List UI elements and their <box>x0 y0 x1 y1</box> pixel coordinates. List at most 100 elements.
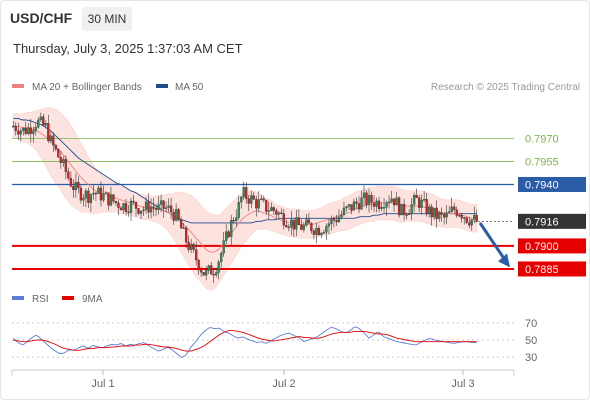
candle-body <box>470 219 473 226</box>
candle-body <box>162 200 165 209</box>
candle-body <box>285 225 288 228</box>
candle-body <box>302 225 306 230</box>
candle-body <box>112 194 115 202</box>
candle-body <box>342 207 346 215</box>
bollinger-band <box>12 107 478 291</box>
candle-body <box>453 206 456 210</box>
candle-body <box>420 199 423 208</box>
rsi-tick-label-70: 70 <box>525 318 537 330</box>
candle-body <box>197 259 200 271</box>
candle-body <box>179 219 183 229</box>
datetime-label: Thursday, July 3, 2025 1:37:03 AM CET <box>13 41 243 56</box>
candle-body <box>352 201 356 211</box>
level-label-0.7900: 0.7900 <box>525 241 559 253</box>
candle-body <box>425 199 428 215</box>
candle-body <box>57 149 60 158</box>
candle-body <box>335 220 338 223</box>
candle-body <box>332 218 336 221</box>
rsi-legend-swatch <box>12 296 24 300</box>
candle-body <box>132 200 135 203</box>
ma20-legend-label: MA 20 + Bollinger Bands <box>32 82 142 93</box>
candle-body <box>380 207 383 209</box>
candle-body <box>287 226 290 229</box>
candle-body <box>322 232 326 234</box>
candle-body <box>350 204 353 211</box>
candle-body <box>225 231 228 241</box>
candle-body <box>192 244 195 250</box>
candle-body <box>443 214 446 218</box>
candle-body <box>210 265 213 275</box>
candle-body <box>64 159 68 172</box>
forecast-arrow-shaft <box>478 222 508 263</box>
candle-body <box>402 203 406 215</box>
candle-body <box>290 219 293 228</box>
candle-body <box>154 207 158 210</box>
candle-body <box>232 220 235 222</box>
candle-body <box>222 240 225 254</box>
candle-body <box>375 200 378 207</box>
symbol-label: USD/CHF <box>10 10 73 26</box>
candle-body <box>292 219 296 230</box>
rsi-tick-label-30: 30 <box>525 352 537 364</box>
candle-body <box>260 198 263 200</box>
candle-body <box>427 206 431 215</box>
candle-body <box>157 204 160 210</box>
candle-body <box>72 186 75 191</box>
candle-body <box>117 202 120 208</box>
candle-body <box>182 227 185 229</box>
candle-body <box>220 253 223 263</box>
candle-body <box>69 178 73 187</box>
candle-body <box>307 219 311 224</box>
candle-body <box>92 192 95 195</box>
last-price-tag <box>518 213 586 229</box>
candle-body <box>395 197 398 206</box>
credit-label: Research © 2025 Trading Central <box>431 82 580 93</box>
candle-body <box>410 204 413 214</box>
candle-body <box>12 125 15 128</box>
candle-body <box>142 209 145 212</box>
candle-body <box>94 192 98 195</box>
candle-body <box>212 274 215 276</box>
candle-body <box>340 214 343 218</box>
candle-body <box>164 207 168 209</box>
candle-body <box>468 222 471 226</box>
candle-body <box>455 209 458 216</box>
last-price-label: 0.7916 <box>525 216 559 228</box>
candle-body <box>237 201 240 218</box>
candle-body <box>387 201 391 204</box>
timeframe-button[interactable]: 30 MIN <box>82 7 132 31</box>
candle-body <box>230 220 233 237</box>
rsi-ma9-line <box>13 330 477 352</box>
candle-body <box>405 214 408 216</box>
candle-body <box>59 157 63 163</box>
x-tick-label-1: Jul 2 <box>272 378 295 390</box>
candle-body <box>32 130 35 134</box>
candle-body <box>448 211 451 213</box>
candle-body <box>99 187 103 201</box>
x-tick-label-2: Jul 3 <box>451 378 474 390</box>
candle-body <box>189 244 193 250</box>
candle-body <box>187 242 190 250</box>
candle-body <box>297 217 301 226</box>
candle-body <box>84 190 88 199</box>
level-label-0.7940: 0.7940 <box>525 179 559 191</box>
candle-body <box>134 202 138 209</box>
candle-body <box>44 123 47 126</box>
candle-body <box>440 212 443 215</box>
candle-body <box>119 207 123 211</box>
candle-body <box>122 203 125 211</box>
level-tag-0.7900 <box>518 238 586 254</box>
candle-body <box>235 217 238 222</box>
candle-body <box>412 195 416 205</box>
candle-body <box>270 207 273 211</box>
candle-body <box>62 159 65 163</box>
candle-body <box>42 116 45 126</box>
candle-body <box>139 210 143 214</box>
candle-body <box>252 195 255 200</box>
candle-body <box>174 209 178 221</box>
candle-body <box>149 206 153 213</box>
candle-body <box>295 217 298 230</box>
candle-body <box>475 215 478 222</box>
candle-body <box>67 171 70 179</box>
candle-body <box>280 212 283 215</box>
